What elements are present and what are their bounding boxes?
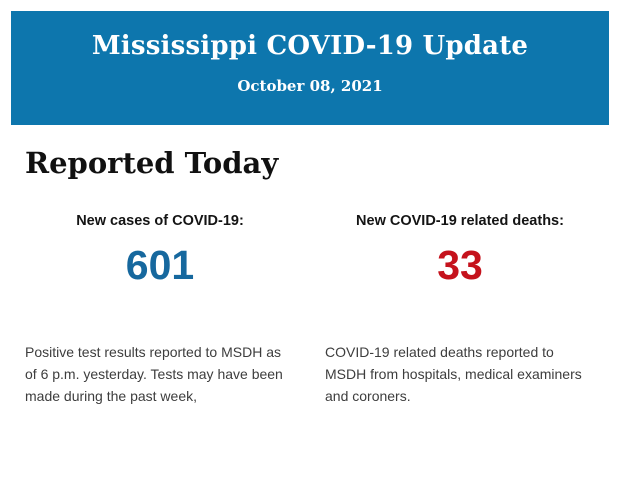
main-content: Reported Today New cases of COVID-19: 60… [0,146,620,407]
new-deaths-label: New COVID-19 related deaths: [356,212,564,229]
stat-new-deaths: New COVID-19 related deaths: 33 COVID-19… [325,213,595,407]
page: { "header": { "title": "Mississippi COVI… [0,11,620,483]
new-deaths-value: 33 [437,241,483,288]
new-cases-value: 601 [125,241,195,288]
stat-new-cases: New cases of COVID-19: 601 Positive test… [25,213,295,407]
header-banner: Mississippi COVID-19 Update October 08, … [11,11,609,125]
new-deaths-description: COVID-19 related deaths reported to MSDH… [325,343,582,404]
new-cases-label: New cases of COVID-19: [76,212,244,229]
stats-grid: New cases of COVID-19: 601 Positive test… [25,213,595,407]
section-title: Reported Today [25,146,279,180]
new-cases-description: Positive test results reported to MSDH a… [25,343,283,404]
report-date: October 08, 2021 [237,77,383,95]
page-title: Mississippi COVID-19 Update [91,31,529,61]
